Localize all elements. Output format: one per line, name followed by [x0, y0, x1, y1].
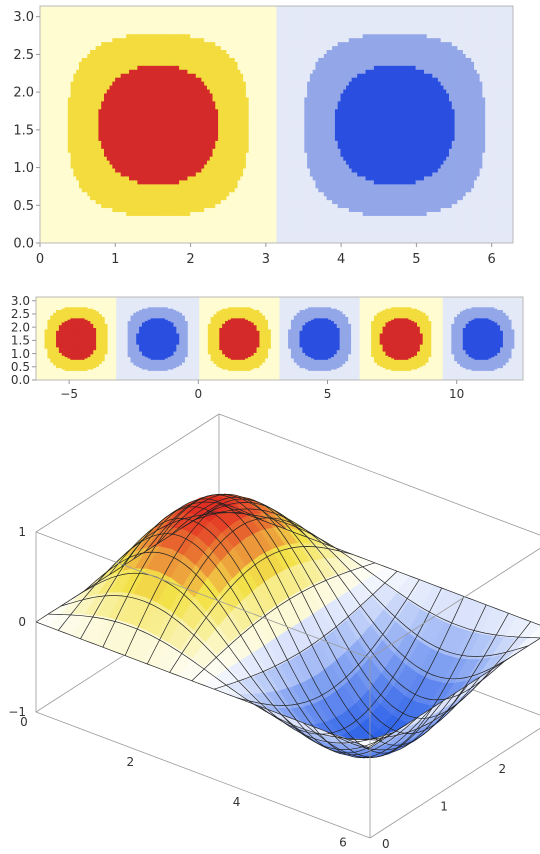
- x-tick-label: 6: [488, 252, 496, 267]
- contour-plot-top: 0 1 2 3 4 5 6 0.0 0.5 1.0 1.5 2.0 2.5 3.0: [13, 5, 514, 267]
- x-tick-label: 4: [233, 795, 241, 809]
- y-tick-label: 1: [440, 799, 448, 813]
- surface-mesh: [35, 493, 540, 759]
- x-tick-label: 5: [324, 387, 332, 401]
- x-tick-label: 6: [339, 835, 347, 849]
- box-edge: [35, 413, 220, 533]
- box-edge: [369, 727, 540, 839]
- y-tick-label: 1.0: [13, 161, 34, 176]
- x-tick-label: 2: [126, 755, 134, 769]
- y-tick-label: 0.0: [13, 237, 34, 252]
- y-tick-label: 1.5: [11, 334, 30, 348]
- bounding-box-front: [35, 531, 540, 839]
- y-tick-label: 0.0: [11, 373, 30, 387]
- x-tick-label: 0: [36, 252, 44, 267]
- x-tick-label: 5: [412, 252, 420, 267]
- y-tick-label: 1.5: [13, 123, 34, 138]
- z-tick-label: 1: [18, 525, 26, 539]
- y-tick-label: 2.0: [13, 86, 34, 101]
- box-edge: [369, 547, 540, 659]
- x-tick-label: 10: [449, 387, 464, 401]
- x-axis-ticks: −5 0 5 10: [60, 380, 464, 401]
- box-edge: [35, 711, 371, 839]
- y-tick-label: 2.0: [11, 320, 30, 334]
- y-tick-label: 2.5: [13, 48, 34, 63]
- surface-tick-labels: −10102460123: [8, 525, 507, 851]
- x-tick-label: 0: [195, 387, 203, 401]
- x-tick-label: −5: [60, 387, 78, 401]
- y-tick-label: 1.0: [11, 347, 30, 361]
- y-tick-label: 2: [499, 762, 507, 776]
- contour-bands: [36, 297, 523, 380]
- box-edge: [35, 531, 371, 659]
- x-tick-label: 2: [186, 252, 194, 267]
- x-tick-label: 4: [337, 252, 345, 267]
- z-tick-label: 0: [18, 615, 26, 629]
- contour-bands: [40, 6, 513, 243]
- y-axis-ticks: 0.0 0.5 1.0 1.5 2.0 2.5 3.0: [13, 10, 40, 252]
- box-edge: [218, 413, 540, 536]
- y-tick-label: 0: [382, 837, 390, 851]
- contour-plot-wide: −5 0 5 10 0.00.51.01.52.02.53.0: [11, 294, 524, 401]
- x-axis-ticks: 0 1 2 3 4 5 6: [36, 243, 496, 267]
- plot-frame: [35, 296, 524, 381]
- y-tick-label: 0.5: [11, 360, 30, 374]
- y-axis-ticks: 0.00.51.01.52.02.53.0: [11, 294, 36, 387]
- x-tick-label: 3: [262, 252, 270, 267]
- x-tick-label: 0: [20, 715, 28, 729]
- z-tick-label: −1: [8, 705, 26, 719]
- y-tick-label: 3.0: [11, 294, 30, 308]
- plot-frame: [39, 5, 514, 244]
- x-tick-label: 1: [111, 252, 119, 267]
- surface-plot: −10102460123: [8, 413, 540, 851]
- y-tick-label: 2.5: [11, 307, 30, 321]
- y-tick-label: 0.5: [13, 199, 34, 214]
- y-tick-label: 3.0: [13, 10, 34, 25]
